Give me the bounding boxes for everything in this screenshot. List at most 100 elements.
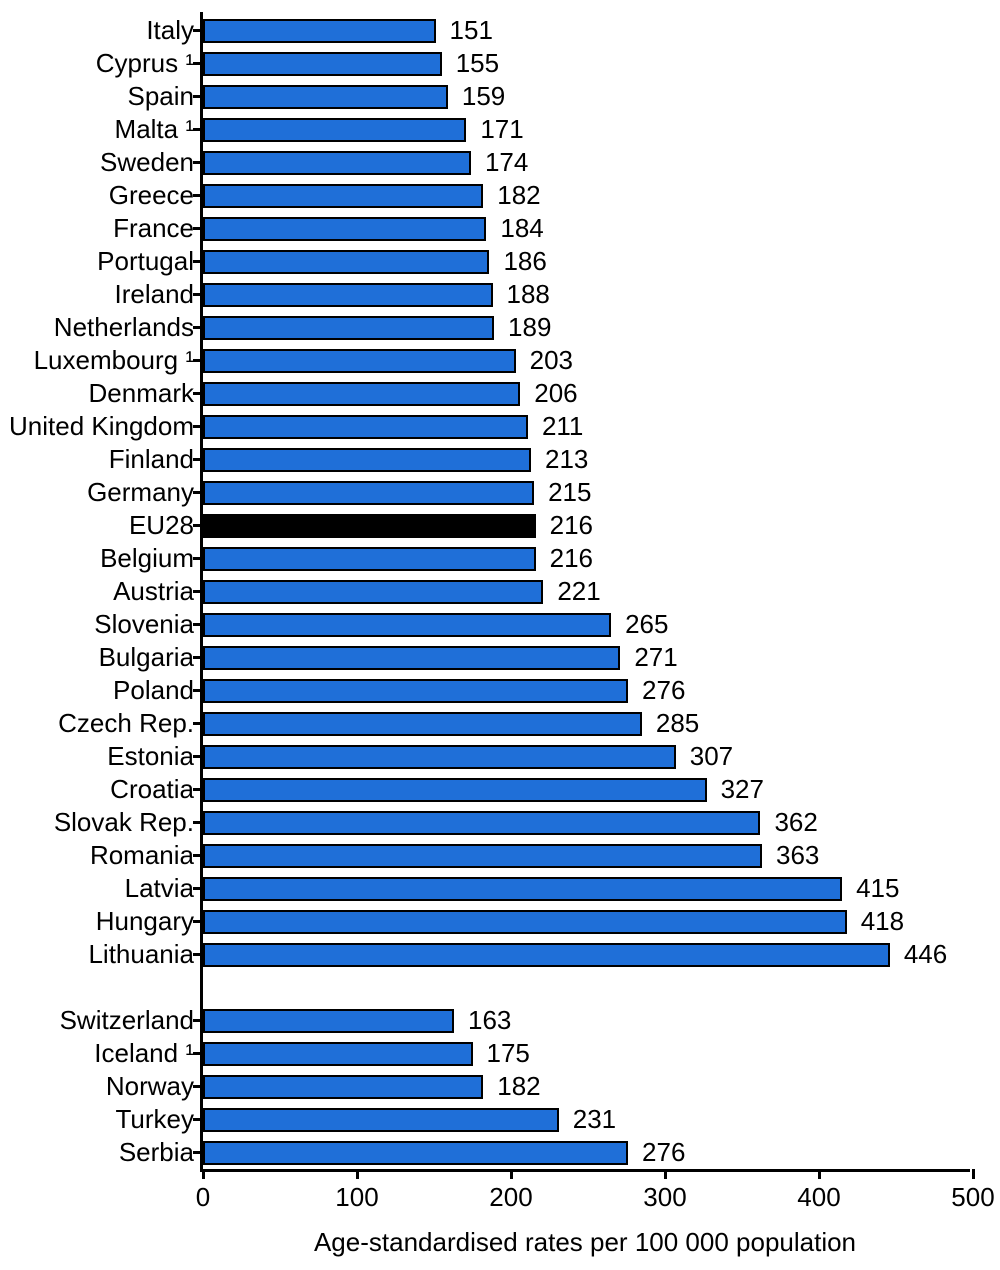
y-tick bbox=[193, 326, 203, 329]
y-axis-label: Germany bbox=[87, 477, 194, 508]
y-tick bbox=[193, 392, 203, 395]
bar bbox=[203, 448, 531, 472]
y-axis-label: Iceland ¹ bbox=[94, 1038, 194, 1069]
bar-value-label: 265 bbox=[625, 609, 668, 640]
chart-container: ItalyCyprus ¹SpainMalta ¹SwedenGreeceFra… bbox=[0, 0, 1000, 1270]
y-tick bbox=[193, 62, 203, 65]
bar-value-label: 327 bbox=[721, 774, 764, 805]
y-axis-label: Austria bbox=[113, 576, 194, 607]
bar bbox=[203, 349, 516, 373]
y-tick bbox=[193, 656, 203, 659]
bar-value-label: 189 bbox=[508, 312, 551, 343]
bar bbox=[203, 316, 494, 340]
y-axis-label: Latvia bbox=[125, 873, 194, 904]
y-axis-label: Estonia bbox=[107, 741, 194, 772]
y-axis-label: Spain bbox=[128, 81, 195, 112]
bar-value-label: 171 bbox=[480, 114, 523, 145]
y-axis-label: Ireland bbox=[115, 279, 195, 310]
y-axis-label: Greece bbox=[109, 180, 194, 211]
bar bbox=[203, 547, 536, 571]
y-axis-label: Netherlands bbox=[54, 312, 194, 343]
bar bbox=[203, 811, 760, 835]
y-tick bbox=[193, 623, 203, 626]
y-axis-label: Italy bbox=[146, 15, 194, 46]
y-axis-label: Belgium bbox=[100, 543, 194, 574]
x-tick-label: 300 bbox=[643, 1182, 686, 1213]
bar bbox=[203, 580, 543, 604]
bar bbox=[203, 250, 489, 274]
bar-value-label: 159 bbox=[462, 81, 505, 112]
y-tick bbox=[193, 161, 203, 164]
bar bbox=[203, 415, 528, 439]
y-tick bbox=[193, 128, 203, 131]
x-tick bbox=[664, 1169, 667, 1179]
bar bbox=[203, 1108, 559, 1132]
bar-value-label: 182 bbox=[497, 1071, 540, 1102]
x-tick bbox=[356, 1169, 359, 1179]
bar-value-label: 362 bbox=[774, 807, 817, 838]
bar-value-label: 446 bbox=[904, 939, 947, 970]
y-tick bbox=[193, 590, 203, 593]
bar bbox=[203, 844, 762, 868]
bar bbox=[203, 745, 676, 769]
x-tick-label: 400 bbox=[797, 1182, 840, 1213]
bar-value-label: 155 bbox=[456, 48, 499, 79]
bar-value-label: 182 bbox=[497, 180, 540, 211]
x-tick bbox=[972, 1169, 975, 1179]
y-axis-label: Malta ¹ bbox=[115, 114, 194, 145]
y-tick bbox=[193, 425, 203, 428]
bar-value-label: 215 bbox=[548, 477, 591, 508]
bar-value-label: 206 bbox=[534, 378, 577, 409]
y-tick bbox=[193, 920, 203, 923]
bar bbox=[203, 1009, 454, 1033]
y-axis-label: Portugal bbox=[97, 246, 194, 277]
bar bbox=[203, 646, 620, 670]
y-tick bbox=[193, 1085, 203, 1088]
bar bbox=[203, 283, 493, 307]
bar bbox=[203, 943, 890, 967]
x-tick-label: 0 bbox=[196, 1182, 210, 1213]
x-tick-label: 100 bbox=[335, 1182, 378, 1213]
y-tick bbox=[193, 1019, 203, 1022]
bar-value-label: 184 bbox=[500, 213, 543, 244]
y-tick bbox=[193, 359, 203, 362]
y-tick bbox=[193, 1151, 203, 1154]
bar bbox=[203, 1075, 483, 1099]
y-axis-label: Lithuania bbox=[88, 939, 194, 970]
bar-value-label: 151 bbox=[450, 15, 493, 46]
y-axis-label: France bbox=[113, 213, 194, 244]
x-tick-label: 500 bbox=[951, 1182, 994, 1213]
y-tick bbox=[193, 227, 203, 230]
y-axis-label: Sweden bbox=[100, 147, 194, 178]
bar bbox=[203, 382, 520, 406]
bar bbox=[203, 151, 471, 175]
y-tick bbox=[193, 821, 203, 824]
y-axis-label: Slovak Rep. bbox=[54, 807, 194, 838]
bar-value-label: 415 bbox=[856, 873, 899, 904]
y-axis-label: Serbia bbox=[119, 1137, 194, 1168]
y-tick bbox=[193, 260, 203, 263]
y-axis-label: EU28 bbox=[129, 510, 194, 541]
bar bbox=[203, 1042, 473, 1066]
bar-value-label: 271 bbox=[634, 642, 677, 673]
y-tick bbox=[193, 854, 203, 857]
bar bbox=[203, 910, 847, 934]
bar-value-label: 231 bbox=[573, 1104, 616, 1135]
bar bbox=[203, 514, 536, 538]
bar bbox=[203, 85, 448, 109]
y-axis-label: Croatia bbox=[110, 774, 194, 805]
y-axis-label: Turkey bbox=[116, 1104, 195, 1135]
y-axis-label: Bulgaria bbox=[99, 642, 194, 673]
y-axis-label: Cyprus ¹ bbox=[96, 48, 194, 79]
y-axis-label: United Kingdom bbox=[9, 411, 194, 442]
bar-value-label: 307 bbox=[690, 741, 733, 772]
bar bbox=[203, 481, 534, 505]
bar bbox=[203, 712, 642, 736]
x-tick bbox=[510, 1169, 513, 1179]
bar bbox=[203, 778, 707, 802]
y-tick bbox=[193, 788, 203, 791]
y-axis-label: Romania bbox=[90, 840, 194, 871]
y-axis-label: Switzerland bbox=[60, 1005, 194, 1036]
bar bbox=[203, 118, 466, 142]
bar bbox=[203, 613, 611, 637]
